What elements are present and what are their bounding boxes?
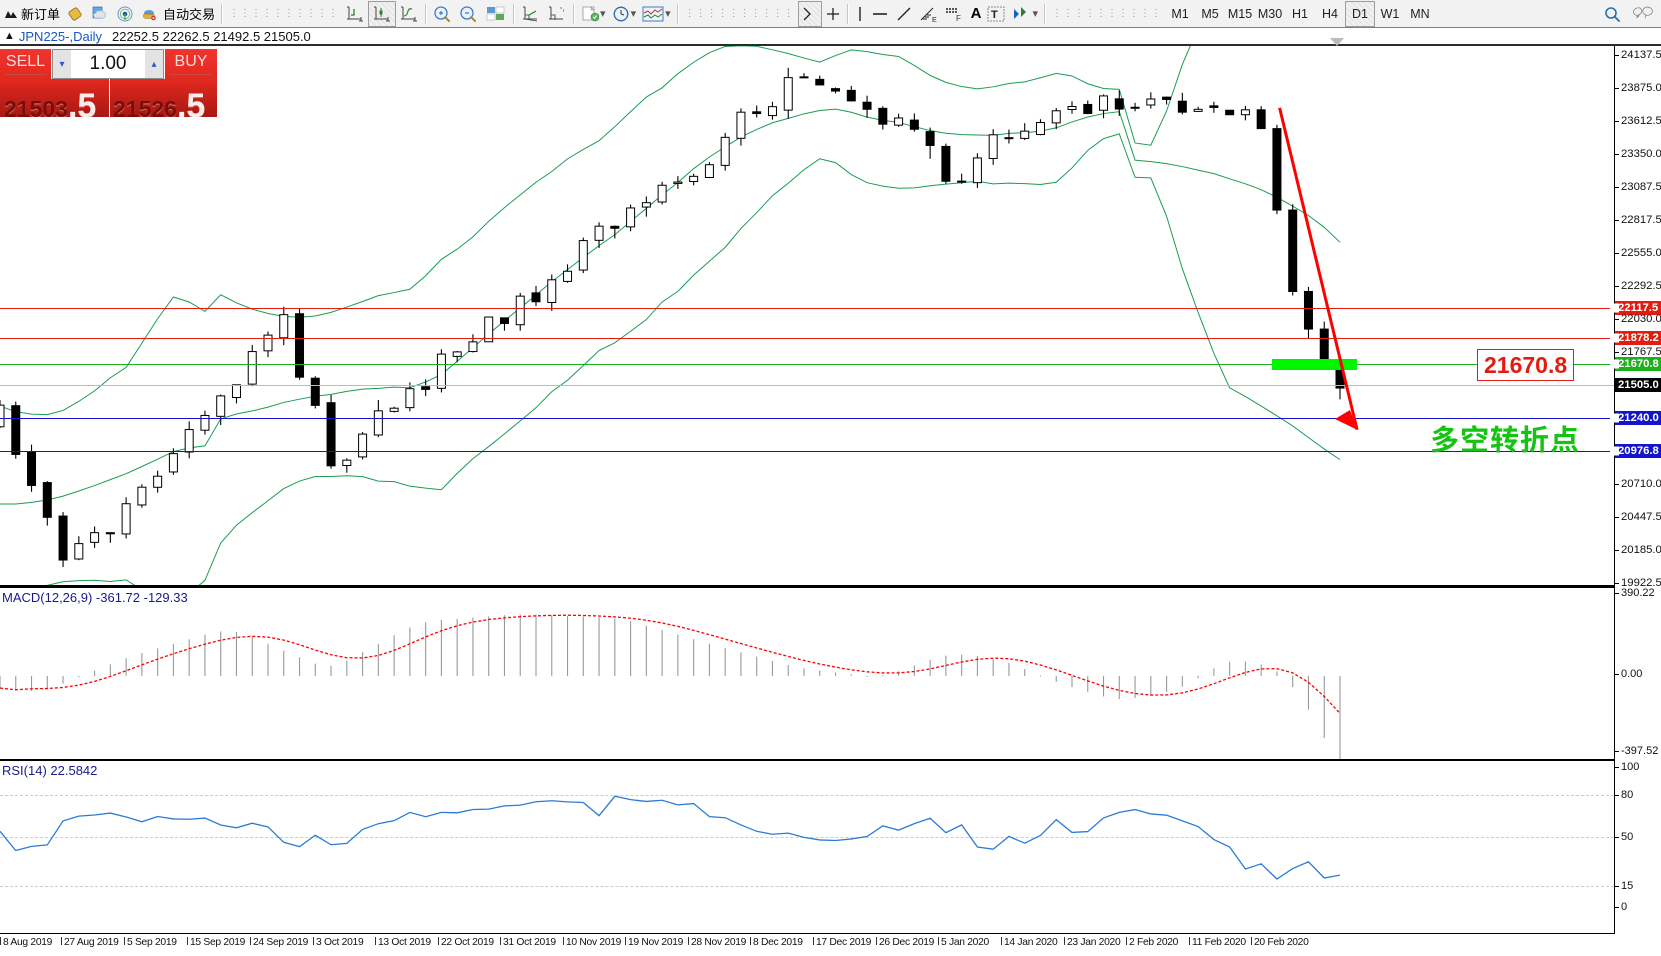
svg-text:F: F	[956, 14, 961, 21]
svg-text:E: E	[932, 17, 937, 22]
svg-text:T: T	[991, 9, 998, 21]
